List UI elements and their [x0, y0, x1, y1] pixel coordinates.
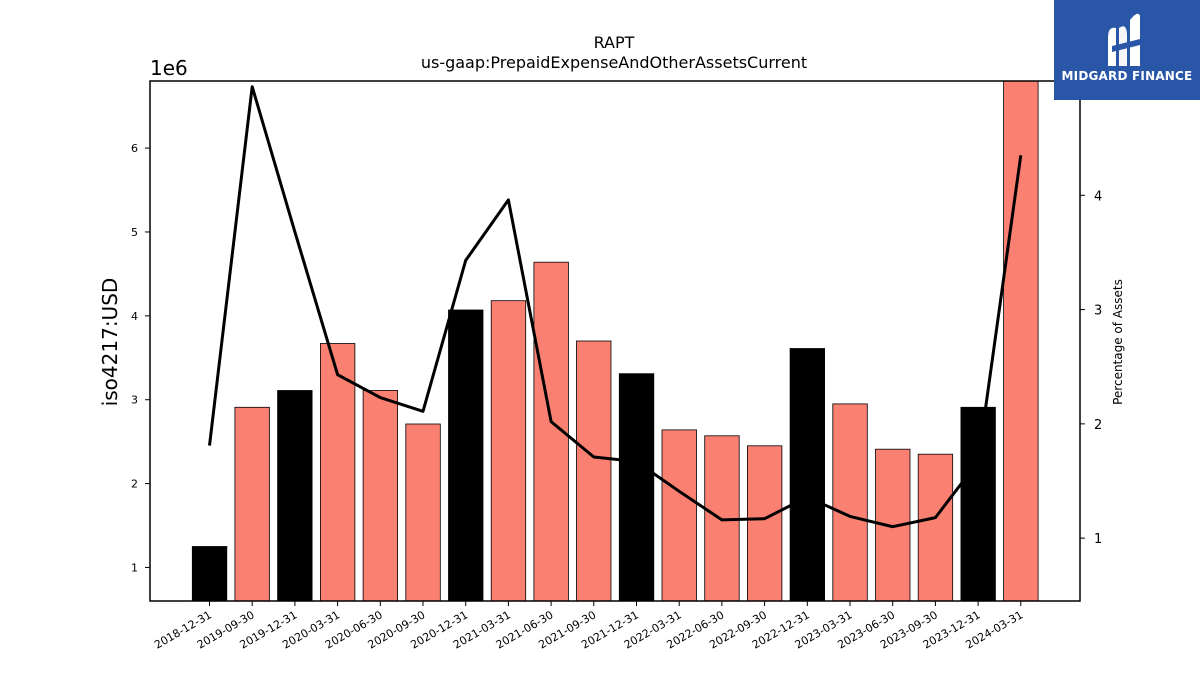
y2-tick-label: 2: [1094, 418, 1102, 433]
y-tick-label: 6: [131, 142, 138, 155]
y-tick-label: 4: [131, 310, 138, 323]
bar-2023-03-31: [832, 403, 868, 602]
y-tick-label: 2: [131, 478, 138, 491]
bar-2022-12-31: [789, 348, 825, 602]
bar-2022-03-31: [661, 429, 697, 602]
y-tick-label: 3: [131, 394, 138, 407]
bar-2021-12-31: [618, 373, 655, 602]
y2-tick-label: 1: [1094, 532, 1102, 547]
bar-2019-12-31: [277, 390, 313, 602]
y-axis-label: iso4217:USD: [98, 278, 122, 407]
bar-2024-03-31: [1003, 80, 1039, 602]
bar-2021-03-31: [490, 300, 527, 602]
y-tick-label: 5: [131, 226, 138, 239]
bar-2018-12-31: [191, 546, 228, 602]
chart-subtitle: us-gaap:PrepaidExpenseAndOtherAssetsCurr…: [421, 53, 807, 72]
y2-tick-label: 3: [1094, 304, 1102, 319]
y-tick-label: 1: [131, 561, 138, 574]
midgard-logo-icon: [1108, 13, 1144, 66]
bar-2020-03-31: [319, 343, 356, 602]
plot-frame: [149, 80, 1081, 602]
y2-tick-label: 4: [1094, 189, 1102, 204]
bar-2022-09-30: [747, 445, 783, 602]
bar-2020-12-31: [448, 309, 484, 602]
bar-2020-06-30: [362, 390, 399, 602]
bar-2023-12-31: [960, 406, 996, 602]
bar-2020-09-30: [405, 423, 441, 602]
chart-title: RAPT: [594, 33, 635, 52]
y-multiplier: 1e6: [150, 56, 188, 80]
bar-2019-09-30: [234, 406, 270, 602]
bar-2023-09-30: [917, 453, 954, 602]
y2-axis-label: Percentage of Assets: [1111, 279, 1125, 405]
logo-text: MIDGARD FINANCE: [1061, 69, 1193, 83]
percentage-line: [208, 85, 1023, 529]
brand-logo: MIDGARD FINANCE: [1054, 0, 1200, 100]
bar-2021-09-30: [576, 340, 612, 602]
